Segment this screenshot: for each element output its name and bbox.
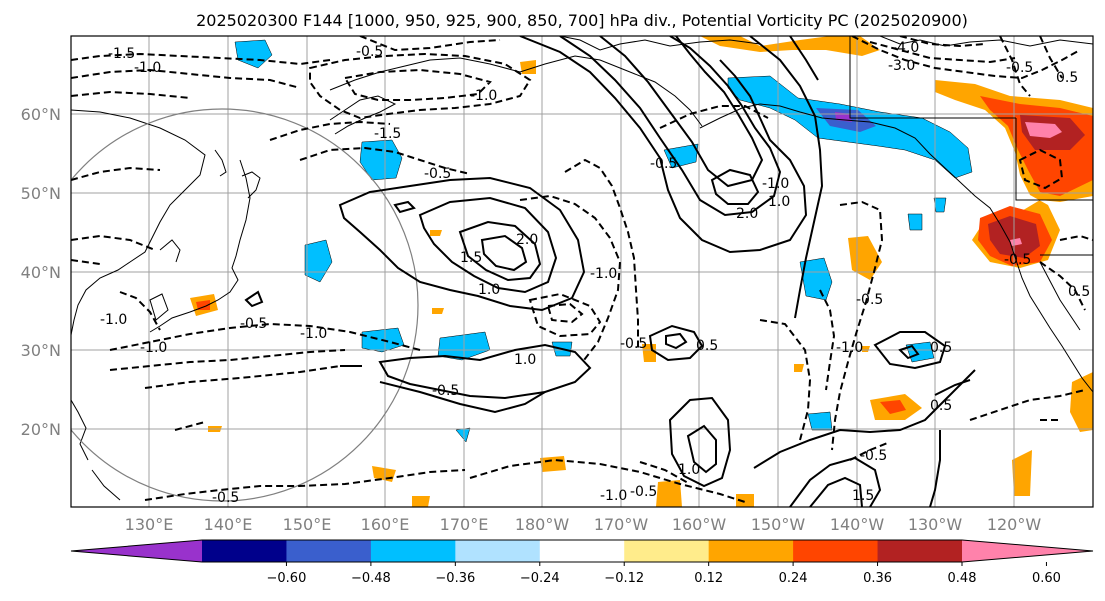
map-title: 2025020300 F144 [1000, 950, 925, 900, 85…: [196, 11, 968, 30]
colorbar-outline: [70, 539, 1094, 563]
contour-label: -3.0: [888, 58, 915, 74]
contour-label: 0.5: [930, 398, 952, 414]
lon-label: 160°W: [672, 515, 727, 534]
contour-label: 0.5: [1056, 70, 1078, 86]
longitude-labels: 130°E 140°E 150°E 160°E 170°E 180°W 170°…: [125, 515, 1042, 534]
colorbar-segment: [708, 540, 794, 562]
contour-label: -0.5: [630, 484, 657, 500]
contour-label: -1.5: [374, 126, 401, 142]
contour-label: -0.5: [620, 336, 647, 352]
contour-label: -0.5: [432, 383, 459, 399]
lon-label: 140°W: [830, 515, 885, 534]
contour-label-group: -1.5 -1.0 -0.5 -1.0 -1.5 -0.5 -1.0 -0.5 …: [100, 40, 1090, 506]
contour-label: 1.5: [460, 250, 482, 266]
contour-label: 2.0: [736, 206, 758, 222]
colorbar-segment: [286, 540, 372, 562]
contour-label: -1.0: [300, 326, 327, 342]
lon-label: 180°W: [515, 515, 570, 534]
colorbar: −0.60 −0.48 −0.36 −0.24 −0.12 0.12 0.24 0.36 0.4…: [70, 539, 1094, 586]
contour-label: -1.0: [600, 488, 627, 504]
contour-label: 1.0: [514, 352, 536, 368]
lat-label: 20°N: [21, 420, 61, 439]
contour-label: -1.5: [108, 46, 135, 62]
contour-label: -1.0: [470, 88, 497, 104]
political-borders: [849, 36, 1093, 331]
map-area: -1.5 -1.0 -0.5 -1.0 -1.5 -0.5 -1.0 -0.5 …: [71, 36, 1093, 507]
contour-label: -0.5: [1004, 252, 1031, 268]
contour-label: 2.0: [516, 232, 538, 248]
contour-label: -0.5: [856, 292, 883, 308]
contour-label: -0.5: [212, 490, 239, 506]
colorbar-segment: [539, 540, 625, 562]
negative-contours: [71, 36, 1093, 503]
colorbar-min-extend: [71, 540, 202, 562]
colorbar-tick-label: −0.60: [267, 571, 307, 586]
lat-label: 60°N: [21, 105, 61, 124]
lat-label: 30°N: [21, 341, 61, 360]
lat-label: 40°N: [21, 263, 61, 282]
colorbar-segment: [455, 540, 541, 562]
contour-label: -0.5: [860, 448, 887, 464]
contour-label: -1.0: [100, 312, 127, 328]
lon-label: 140°E: [204, 515, 253, 534]
colorbar-tick-label: −0.48: [351, 571, 391, 586]
colorbar-tick-label: 0.60: [1032, 571, 1061, 586]
contour-label: -0.5: [424, 166, 451, 182]
contour-label: 0.5: [930, 340, 952, 356]
colorbar-tick-label: 0.36: [863, 571, 892, 586]
colorbar-max-extend: [962, 540, 1093, 562]
contour-label: 0.5: [1068, 284, 1090, 300]
lon-label: 160°E: [361, 515, 410, 534]
lon-label: 130°E: [125, 515, 174, 534]
colorbar-segment: [202, 540, 287, 562]
contour-label: 1.0: [768, 194, 790, 210]
contour-label: -0.5: [240, 316, 267, 332]
coastlines: [71, 36, 1093, 501]
contour-label: 1.5: [852, 488, 874, 504]
contour-label: -1.0: [590, 266, 617, 282]
lat-label: 50°N: [21, 184, 61, 203]
colorbar-tick-label: −0.12: [604, 571, 644, 586]
colorbar-segment: [877, 540, 963, 562]
contour-label: 0.5: [696, 338, 718, 354]
range-circle: [71, 108, 419, 502]
colorbar-tick-label: 0.48: [948, 571, 977, 586]
lon-label: 120°W: [987, 515, 1042, 534]
colorbar-tick-label: 0.12: [694, 571, 723, 586]
contour-label: 1.0: [478, 282, 500, 298]
colorbar-tick-label: −0.24: [520, 571, 560, 586]
lon-label: 150°W: [751, 515, 806, 534]
contour-label: -1.0: [134, 60, 161, 76]
contour-label: -1.0: [140, 340, 167, 356]
lon-label: 170°W: [594, 515, 649, 534]
contour-label: -0.5: [1006, 60, 1033, 76]
contour-label: -0.5: [650, 156, 677, 172]
colorbar-segment: [370, 540, 456, 562]
lon-label: 130°W: [908, 515, 963, 534]
positive-pv-shading: [190, 36, 1093, 507]
colorbar-segment: [793, 540, 879, 562]
map-frame: [70, 35, 1094, 508]
contour-label: -4.0: [892, 40, 919, 56]
contour-label: -1.0: [762, 176, 789, 192]
lon-label: 150°E: [283, 515, 332, 534]
contour-label: -0.5: [356, 44, 383, 60]
colorbar-segment: [624, 540, 710, 562]
latitude-labels: 60°N 50°N 40°N 30°N 20°N: [21, 105, 61, 439]
colorbar-tick-label: 0.24: [779, 571, 808, 586]
lon-label: 170°E: [440, 515, 489, 534]
contour-label: -1.0: [836, 340, 863, 356]
contour-label: 1.0: [678, 462, 700, 478]
colorbar-tick-label: −0.36: [435, 571, 475, 586]
